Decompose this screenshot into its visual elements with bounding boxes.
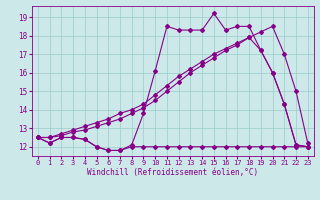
X-axis label: Windchill (Refroidissement éolien,°C): Windchill (Refroidissement éolien,°C) [87,168,258,177]
